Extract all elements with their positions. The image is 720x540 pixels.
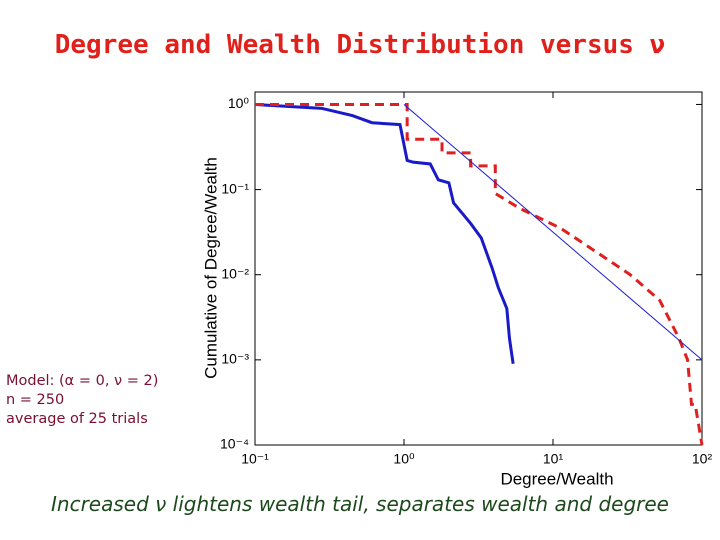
x-tick-label: 10² [692,451,713,467]
caption: Increased ν lightens wealth tail, separa… [51,492,669,516]
annotation-line: average of 25 trials [6,411,148,427]
y-tick-label: 10⁻² [221,265,249,281]
plot-frame [254,91,703,446]
annotation: Model: (α = 0, ν = 2) n = 250 average of… [6,372,158,429]
data-line [403,104,703,361]
annotation-line: Model: (α = 0, ν = 2) [6,373,159,389]
x-tick-label: 10⁰ [393,451,415,467]
y-tick-label: 10⁰ [228,95,250,111]
data-line [254,102,515,364]
y-tick-label: 10⁻³ [221,351,249,367]
x-tick-label: 10⁻¹ [241,451,269,467]
x-axis-label: Degree/Wealth [500,469,613,488]
chart-title: Degree and Wealth Distribution versus ν [54,30,666,60]
data-line [255,102,704,446]
y-tick-label: 10⁻⁴ [220,436,249,452]
y-axis-label: Cumulative of Degree/Wealth [201,157,220,379]
annotation-line: n = 250 [6,392,65,408]
y-tick-label: 10⁻¹ [221,180,249,196]
x-tick-label: 10¹ [543,451,564,467]
